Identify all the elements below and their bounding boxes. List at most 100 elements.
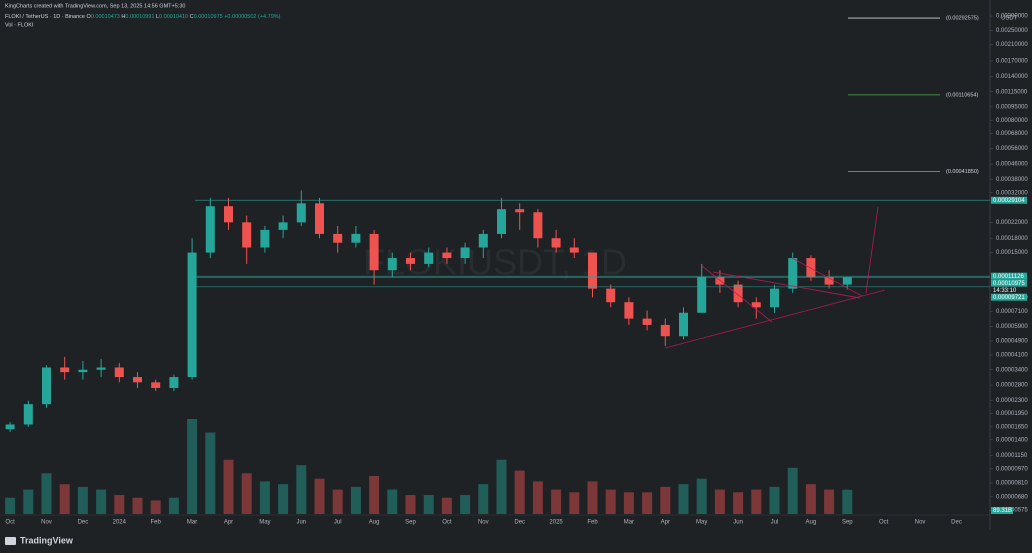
low: 0.00010410 bbox=[159, 14, 188, 20]
candle-body bbox=[424, 252, 434, 264]
x-tick-label: Aug bbox=[369, 520, 380, 526]
volume-bar bbox=[587, 481, 598, 514]
open-key: O bbox=[87, 14, 92, 20]
x-tick-label: Dec bbox=[78, 520, 89, 526]
volume-bar bbox=[332, 489, 343, 514]
y-tick-label: 0.00001400 bbox=[996, 437, 1028, 443]
x-tick-label: Oct bbox=[879, 520, 889, 526]
volume-bar bbox=[678, 484, 689, 514]
candle-body bbox=[679, 312, 688, 337]
volume-bar bbox=[423, 495, 434, 514]
x-tick-label: Apr bbox=[661, 520, 670, 526]
x-tick-label: May bbox=[696, 520, 707, 526]
y-tick-label: 0.00068000 bbox=[996, 131, 1028, 137]
candle-body bbox=[642, 318, 652, 325]
candle-body bbox=[442, 252, 452, 259]
volume-bar bbox=[187, 419, 198, 514]
volume-bar bbox=[205, 432, 216, 514]
candle-body bbox=[369, 233, 379, 271]
volume-bar bbox=[23, 489, 34, 514]
x-tick-label: Nov bbox=[478, 520, 489, 526]
volume-badge bbox=[991, 507, 1013, 514]
x-tick-label: Mar bbox=[187, 520, 197, 526]
volume-bar bbox=[241, 473, 252, 514]
y-tick-label: 0.00002300 bbox=[996, 398, 1028, 404]
candle-body bbox=[824, 277, 834, 285]
candle-body bbox=[515, 209, 525, 213]
projection bbox=[865, 206, 879, 294]
candle-body bbox=[333, 233, 343, 243]
candle-body bbox=[497, 209, 506, 234]
trendline bbox=[791, 257, 863, 297]
y-tick-label: 0.00001950 bbox=[996, 411, 1028, 417]
volume-bar bbox=[751, 489, 762, 514]
price-badge-label: 0.00011126 bbox=[993, 274, 1024, 280]
volume-bar bbox=[478, 484, 489, 514]
x-tick-label: Jun bbox=[296, 520, 306, 526]
ohlc-legend: FLOKI / TetherUS · 1D · Binance O0.00010… bbox=[5, 14, 281, 20]
candle-body bbox=[42, 367, 51, 405]
logo bbox=[5, 537, 16, 545]
candle-body bbox=[205, 206, 215, 253]
volume-bar bbox=[569, 492, 580, 514]
x-tick-label: Oct bbox=[5, 520, 15, 526]
credit: KingCharts created with TradingView.com,… bbox=[5, 3, 185, 9]
x-tick-label: Feb bbox=[587, 520, 598, 526]
y-tick-label: 0.00001150 bbox=[996, 453, 1028, 459]
y-tick-label: 0.00046000 bbox=[996, 162, 1028, 168]
volume-bar bbox=[77, 486, 88, 514]
candle-body bbox=[733, 284, 743, 303]
volume-bar bbox=[59, 484, 70, 514]
high-key: H bbox=[121, 14, 125, 20]
close: 0.00010975 bbox=[194, 14, 223, 20]
volume-bar bbox=[259, 481, 270, 514]
volume-bar bbox=[824, 489, 835, 514]
y-tick-label: 0.00000970 bbox=[996, 466, 1028, 472]
high: 0.00010991 bbox=[125, 14, 154, 20]
candle-body bbox=[96, 367, 106, 370]
x-tick-label: 2024 bbox=[113, 520, 127, 526]
y-tick-label: 0.00000810 bbox=[996, 481, 1028, 487]
trendline bbox=[664, 289, 886, 349]
x-tick-label: Nov bbox=[41, 520, 52, 526]
candle-body bbox=[624, 302, 634, 319]
target-label: (0.00041850) bbox=[946, 169, 979, 175]
volume-bar bbox=[132, 497, 143, 514]
trendline bbox=[712, 271, 861, 299]
y-tick-label: 0.00004100 bbox=[996, 353, 1028, 359]
volume-bar bbox=[714, 489, 725, 514]
x-tick-label: Sep bbox=[405, 520, 416, 526]
y-tick-label: 0.00032000 bbox=[996, 190, 1028, 196]
volume-bar bbox=[623, 492, 634, 514]
y-tick-label: 0.00095000 bbox=[996, 104, 1028, 110]
candle-body bbox=[751, 302, 761, 308]
volume-bar bbox=[441, 497, 452, 514]
volume-bar bbox=[369, 476, 380, 514]
y-tick-label: 0.00005900 bbox=[996, 324, 1028, 330]
candle-body bbox=[278, 222, 288, 230]
x-tick-label: Jul bbox=[771, 520, 779, 526]
volume-bar bbox=[114, 495, 125, 514]
candle-body bbox=[788, 258, 798, 289]
volume-bar bbox=[314, 478, 325, 514]
candle-body bbox=[770, 288, 779, 308]
x-tick-label: Feb bbox=[151, 520, 162, 526]
x-tick-label: Mar bbox=[624, 520, 634, 526]
volume-bar bbox=[769, 486, 780, 514]
y-tick-label: 0.00007100 bbox=[996, 309, 1028, 315]
volume-bar bbox=[460, 495, 471, 514]
price-badge bbox=[991, 293, 1027, 301]
candle-body bbox=[842, 277, 852, 285]
x-tick-label: 2025 bbox=[549, 520, 563, 526]
volume-bar bbox=[96, 489, 107, 514]
volume-badge-label: 89.31B bbox=[993, 508, 1012, 514]
candle-body bbox=[478, 233, 488, 248]
candle-body bbox=[114, 367, 124, 378]
x-tick-label: Jul bbox=[334, 520, 342, 526]
candle-body bbox=[242, 222, 252, 248]
low-key: L bbox=[156, 14, 159, 20]
price-badge bbox=[991, 196, 1027, 204]
open: 0.00010473 bbox=[91, 14, 120, 20]
countdown: 14:33:10 bbox=[993, 288, 1017, 294]
volume-bar bbox=[733, 492, 744, 514]
